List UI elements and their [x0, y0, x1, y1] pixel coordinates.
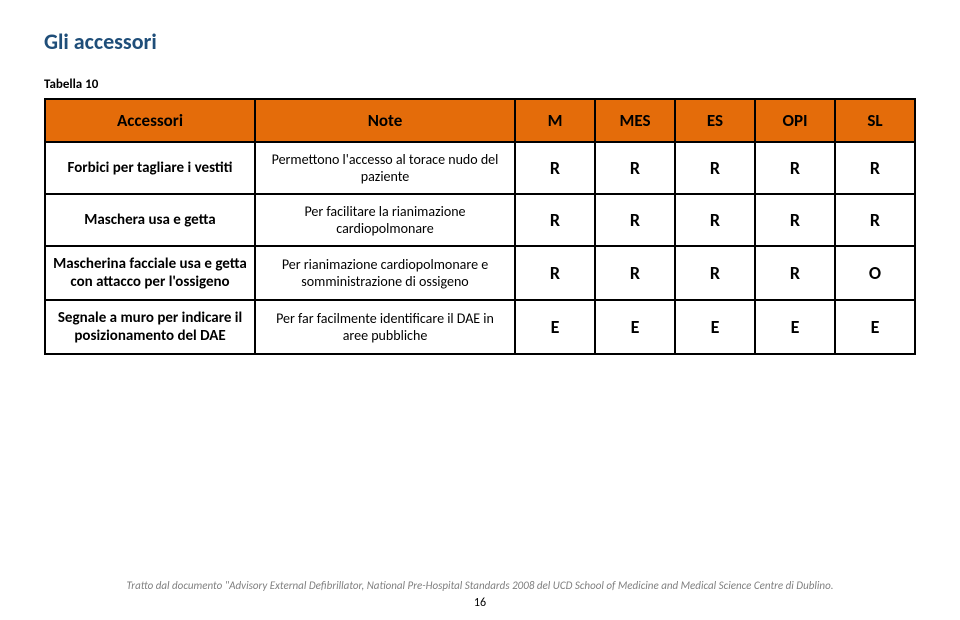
cell-val: R [515, 142, 595, 194]
cell-val: R [755, 246, 835, 300]
col-note: Note [255, 99, 515, 142]
cell-val: R [675, 194, 755, 246]
cell-val: R [515, 246, 595, 300]
table-row: Forbici per tagliare i vestiti Permetton… [45, 142, 915, 194]
page-title: Gli accessori [44, 28, 916, 55]
table-row: Mascherina facciale usa e getta con atta… [45, 246, 915, 300]
cell-val: E [515, 300, 595, 354]
cell-acc: Segnale a muro per indicare il posiziona… [45, 300, 255, 354]
footer-citation: Tratto dal documento "Advisory External … [44, 579, 916, 592]
col-opi: OPI [755, 99, 835, 142]
cell-val: O [835, 246, 915, 300]
col-es: ES [675, 99, 755, 142]
cell-val: R [595, 194, 675, 246]
cell-acc: Maschera usa e getta [45, 194, 255, 246]
cell-val: R [675, 142, 755, 194]
col-sl: SL [835, 99, 915, 142]
cell-val: E [835, 300, 915, 354]
col-mes: MES [595, 99, 675, 142]
cell-val: E [755, 300, 835, 354]
cell-val: R [835, 142, 915, 194]
cell-note: Per rianimazione cardiopolmonare e sommi… [255, 246, 515, 300]
page-number: 16 [0, 596, 960, 610]
table-row: Segnale a muro per indicare il posiziona… [45, 300, 915, 354]
cell-val: R [755, 194, 835, 246]
col-m: M [515, 99, 595, 142]
table-label: Tabella 10 [44, 77, 916, 92]
table-header-row: Accessori Note M MES ES OPI SL [45, 99, 915, 142]
cell-note: Per facilitare la rianimazione cardiopol… [255, 194, 515, 246]
col-accessori: Accessori [45, 99, 255, 142]
accessories-table: Accessori Note M MES ES OPI SL Forbici p… [44, 98, 916, 355]
cell-acc: Forbici per tagliare i vestiti [45, 142, 255, 194]
cell-val: R [595, 246, 675, 300]
cell-val: R [595, 142, 675, 194]
cell-val: R [835, 194, 915, 246]
cell-val: E [595, 300, 675, 354]
cell-note: Per far facilmente identificare il DAE i… [255, 300, 515, 354]
cell-val: R [755, 142, 835, 194]
cell-val: E [675, 300, 755, 354]
cell-val: R [675, 246, 755, 300]
cell-note: Permettono l'accesso al torace nudo del … [255, 142, 515, 194]
table-row: Maschera usa e getta Per facilitare la r… [45, 194, 915, 246]
cell-acc: Mascherina facciale usa e getta con atta… [45, 246, 255, 300]
cell-val: R [515, 194, 595, 246]
